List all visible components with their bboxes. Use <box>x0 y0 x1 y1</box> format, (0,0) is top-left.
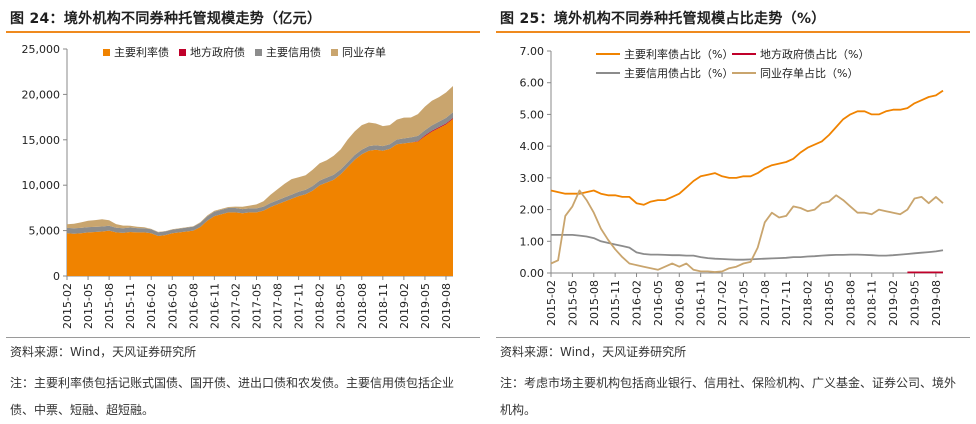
legend-swatch <box>179 49 186 56</box>
y-tick-label: 1.00 <box>520 235 545 248</box>
x-tick-label: 2017-08 <box>759 280 772 326</box>
right-figure-panel: 图 25：境外机构不同券种托管规模占比走势（%） 0.00 1.00 2.00 3.0… <box>496 0 976 423</box>
x-tick-label: 2019-05 <box>908 280 921 326</box>
x-tick-label: 2019-02 <box>398 283 411 329</box>
legend-label: 地方政府债 <box>190 45 245 59</box>
y-tick-label: 15,000 <box>22 134 61 147</box>
source-divider <box>6 337 480 338</box>
x-tick-label: 2016-05 <box>652 280 665 326</box>
y-tick-label: 5.00 <box>520 108 545 121</box>
legend-swatch <box>103 49 110 56</box>
x-tick-label: 2019-02 <box>887 280 900 326</box>
x-tick-label: 2018-11 <box>866 280 879 326</box>
x-tick-label: 2016-08 <box>673 280 686 326</box>
x-tick-label: 2017-05 <box>737 280 750 326</box>
y-tick-label: 10,000 <box>22 179 61 192</box>
line-series-1 <box>550 89 944 206</box>
x-tick-label: 2017-11 <box>780 280 793 326</box>
x-tick-label: 2017-02 <box>716 280 729 326</box>
x-tick-label: 2018-05 <box>335 283 348 329</box>
x-tick-label: 2015-11 <box>609 280 622 326</box>
x-tick-label: 2016-05 <box>166 283 179 329</box>
y-tick-label: 3.00 <box>520 172 545 185</box>
line-chart: 0.00 1.00 2.00 3.00 4.00 5.00 6.00 7.00 2015-02 2… <box>520 45 944 326</box>
area-series-3 <box>67 112 453 236</box>
x-tick-label: 2017-11 <box>293 283 306 329</box>
x-tick-label: 2018-02 <box>314 283 327 329</box>
y-tick-label: 5,000 <box>29 225 61 238</box>
legend-label: 主要利率债占比（%） <box>624 47 733 61</box>
legend-swatch <box>331 49 338 56</box>
legend-label: 同业存单占比（%） <box>760 66 858 80</box>
y-tick-label: 20,000 <box>22 88 61 101</box>
x-tick-label: 2017-05 <box>250 283 263 329</box>
x-tick-label: 2015-08 <box>588 280 601 326</box>
figure-title: 图 25：境外机构不同券种托管规模占比走势（%） <box>500 11 826 27</box>
x-tick-label: 2018-02 <box>802 280 815 326</box>
source-text: 资料来源：Wind，天风证券研究所 <box>10 345 197 359</box>
title-divider <box>496 31 970 33</box>
y-tick-label: 0 <box>53 270 60 283</box>
legend-label: 同业存单 <box>342 45 386 59</box>
y-tick-label: 6.00 <box>520 77 545 90</box>
title-divider <box>6 31 480 33</box>
note-text: 注：考虑市场主要机构包括商业银行、信用社、保险机构、广义基金、证券公司、境外机构… <box>500 376 957 417</box>
x-tick-label: 2015-02 <box>61 283 74 329</box>
figure-title: 图 24：境外机构不同券种托管规模走势（亿元） <box>10 11 322 27</box>
y-tick-label: 25,000 <box>22 43 61 56</box>
legend-label: 主要信用债 <box>266 45 321 59</box>
area-series-4 <box>67 86 453 233</box>
x-tick-label: 2015-11 <box>124 283 137 329</box>
x-tick-label: 2018-05 <box>823 280 836 326</box>
legend-label: 主要利率债 <box>114 45 169 59</box>
y-tick-label: 2.00 <box>520 204 545 217</box>
x-tick-label: 2019-08 <box>930 280 943 326</box>
area-series-1 <box>67 118 453 277</box>
legend-label: 主要信用债占比（%） <box>624 66 733 80</box>
note-text: 注：主要利率债包括记账式国债、国开债、进出口债和农发债。主要信用债包括企业债、中… <box>10 376 455 417</box>
x-tick-label: 2019-05 <box>419 283 432 329</box>
x-tick-label: 2018-08 <box>356 283 369 329</box>
stacked-area-chart: 0 5,000 10,000 15,000 20,000 25,000 2015-02 201… <box>22 43 453 329</box>
x-tick-label: 2016-11 <box>695 280 708 326</box>
x-tick-label: 2018-11 <box>377 283 390 329</box>
x-tick-label: 2016-11 <box>208 283 221 329</box>
x-tick-label: 2015-02 <box>545 280 558 326</box>
y-tick-label: 7.00 <box>520 45 545 58</box>
x-tick-label: 2019-08 <box>440 283 453 329</box>
x-tick-label: 2015-05 <box>566 280 579 326</box>
legend-label: 地方政府债占比（%） <box>760 47 869 61</box>
line-series-3 <box>551 234 944 261</box>
source-divider <box>496 337 970 338</box>
left-figure-panel: 图 24：境外机构不同券种托管规模走势（亿元） 0 5,000 10,000 15,0… <box>6 0 486 423</box>
source-text: 资料来源：Wind，天风证券研究所 <box>500 345 687 359</box>
legend-swatch <box>255 49 262 56</box>
x-tick-label: 2015-05 <box>82 283 95 329</box>
x-tick-label: 2017-08 <box>272 283 285 329</box>
x-tick-label: 2015-08 <box>103 283 116 329</box>
x-tick-label: 2016-08 <box>187 283 200 329</box>
y-tick-label: 0.00 <box>520 267 545 280</box>
x-tick-label: 2016-02 <box>631 280 644 326</box>
x-tick-label: 2018-08 <box>844 280 857 326</box>
x-tick-label: 2017-02 <box>229 283 242 329</box>
line-series-4 <box>550 189 944 273</box>
x-tick-label: 2016-02 <box>145 283 158 329</box>
y-tick-label: 4.00 <box>520 140 545 153</box>
